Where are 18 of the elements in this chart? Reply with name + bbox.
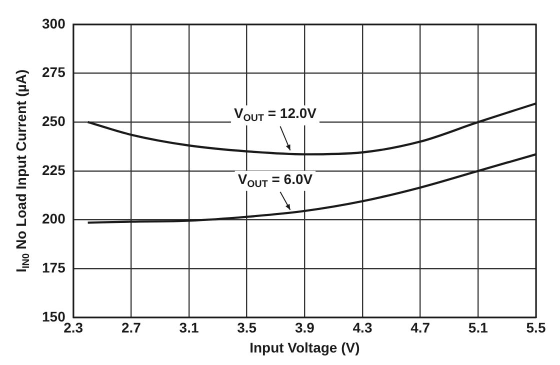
y-tick-label: 275 xyxy=(42,64,66,80)
y-axis-title: IIN0 No Load Input Current (µA) xyxy=(12,69,32,272)
x-tick-label: 4.3 xyxy=(352,320,372,336)
x-axis-title: Input Voltage (V) xyxy=(250,339,360,356)
x-tick-label: 3.9 xyxy=(294,320,315,336)
y-tick-label: 225 xyxy=(42,162,66,178)
x-tick-label: 4.7 xyxy=(410,320,430,336)
x-tick-label: 5.5 xyxy=(526,320,546,336)
y-tick-label: 200 xyxy=(42,210,66,227)
x-tick-label: 5.1 xyxy=(468,320,488,336)
y-tick-label: 175 xyxy=(42,259,66,276)
x-tick-label: 3.5 xyxy=(237,320,257,336)
y-tick-label: 300 xyxy=(42,15,66,32)
y-tick-label: 250 xyxy=(42,112,66,129)
x-tick-label: 3.1 xyxy=(179,320,199,336)
y-tick-label: 150 xyxy=(42,308,66,324)
x-tick-label: 2.7 xyxy=(121,320,142,336)
x-tick-label: 2.3 xyxy=(64,320,84,336)
